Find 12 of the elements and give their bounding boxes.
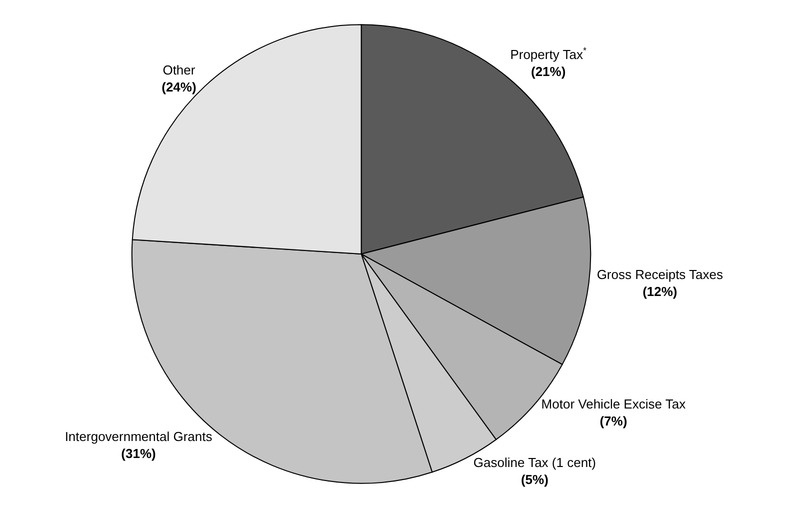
slice-label: Gross Receipts Taxes (596, 267, 724, 282)
slice-label: Property Tax$^{*}$ (510, 46, 587, 62)
data-label: (31%) (121, 446, 156, 462)
slice-label: Other (162, 62, 196, 78)
data-label: (12%) (642, 284, 678, 299)
data-label: (7%) (600, 414, 628, 429)
data-label: (24%) (162, 79, 196, 94)
data-label: (5%) (520, 472, 548, 487)
slice-label: Motor Vehicle Excise Tax (541, 396, 686, 412)
slice-label: Gasoline Tax (1 cent) (473, 455, 596, 470)
slice-label: Intergovernmental Grants (64, 429, 213, 444)
data-label: (21%) (531, 64, 566, 80)
